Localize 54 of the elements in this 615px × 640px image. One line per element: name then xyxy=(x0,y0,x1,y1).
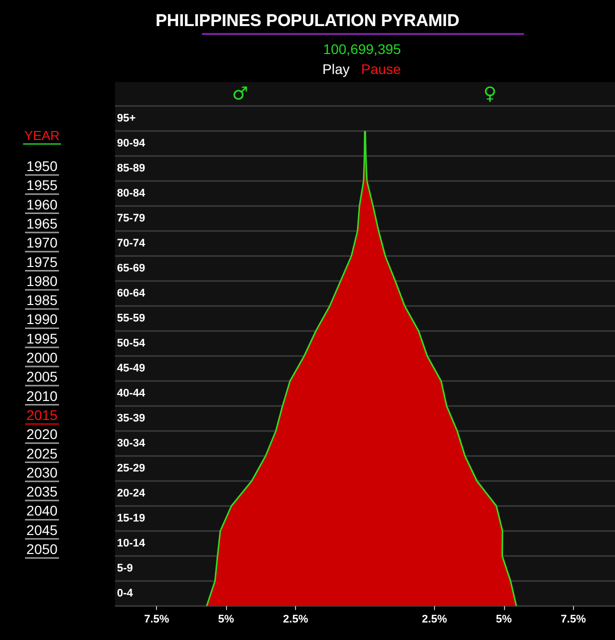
y-tick-label: 75-79 xyxy=(117,212,146,224)
x-tick-label: 2.5% xyxy=(422,614,448,626)
text: 2050 xyxy=(26,541,58,557)
text: 1990 xyxy=(26,311,58,328)
y-tick-label: 90-94 xyxy=(117,138,146,150)
y-tick-label: 80-84 xyxy=(117,188,146,200)
text: 2005 xyxy=(26,368,58,385)
text: 1975 xyxy=(26,254,58,270)
y-tick-label: 25-29 xyxy=(117,462,146,474)
text: 2020 xyxy=(26,426,58,442)
x-tick-label: 2.5% xyxy=(283,614,308,626)
y-tick-label: 55-59 xyxy=(117,312,146,324)
x-tick-label: 7.5% xyxy=(144,614,170,626)
text: 2010 xyxy=(26,388,58,404)
text: YEAR xyxy=(24,128,60,143)
y-tick-label: 70-74 xyxy=(117,238,146,250)
y-tick-label: 50-54 xyxy=(117,338,146,350)
text: 1965 xyxy=(26,215,58,232)
y-tick-label: 60-64 xyxy=(117,288,146,300)
text: 1970 xyxy=(26,234,58,251)
text: 1995 xyxy=(26,330,58,346)
chart-title: PHILIPPINES POPULATION PYRAMID xyxy=(156,11,460,30)
text: Pause xyxy=(361,61,402,77)
text: 1985 xyxy=(26,292,58,308)
chart-subtitle: 100,699,395 xyxy=(323,41,402,57)
text: 2000 xyxy=(26,350,58,366)
y-tick-label: 10-14 xyxy=(117,538,146,550)
x-tick-label: 5% xyxy=(218,614,234,626)
y-tick-label: 30-34 xyxy=(117,438,146,450)
text: 2035 xyxy=(26,484,58,500)
y-tick-label: 15-19 xyxy=(117,512,146,524)
text: 2015 xyxy=(26,406,58,423)
text: 2025 xyxy=(26,445,58,462)
x-tick-label: 5% xyxy=(496,614,512,626)
text: 1980 xyxy=(26,272,58,289)
text: 1960 xyxy=(26,196,58,212)
x-tick-label: 7.5% xyxy=(560,614,586,626)
y-tick-label: 0-4 xyxy=(117,588,134,600)
text: ♀ xyxy=(483,84,497,104)
y-tick-label: 85-89 xyxy=(117,162,146,174)
text: Play xyxy=(322,61,350,77)
text: 2040 xyxy=(26,502,58,519)
y-tick-label: 45-49 xyxy=(117,362,146,374)
text: ♂ xyxy=(232,84,248,104)
y-tick-label: 95+ xyxy=(117,112,136,124)
text: 2045 xyxy=(26,522,58,538)
text: 2030 xyxy=(26,464,58,480)
y-tick-label: 35-39 xyxy=(117,412,146,424)
y-tick-label: 40-44 xyxy=(117,388,146,400)
y-tick-label: 65-69 xyxy=(117,262,146,274)
text: 1950 xyxy=(26,158,58,174)
y-tick-label: 5-9 xyxy=(117,562,133,574)
text: 1955 xyxy=(26,177,58,194)
y-tick-label: 20-24 xyxy=(117,488,146,500)
